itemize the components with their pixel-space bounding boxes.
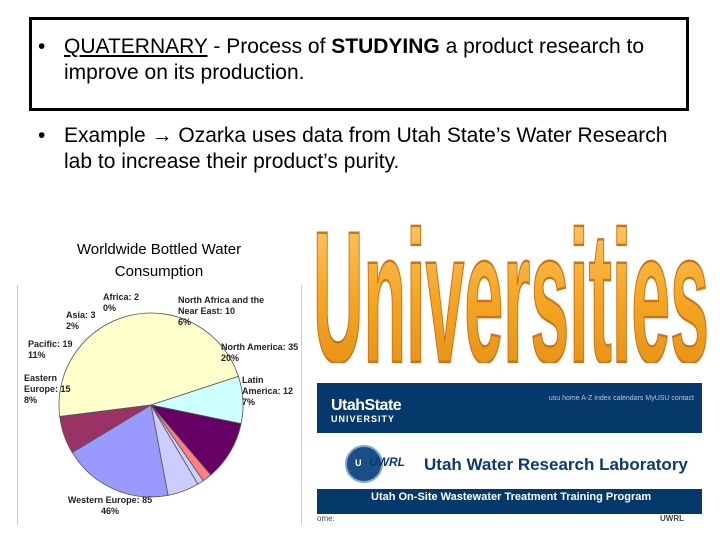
arrow-icon: → [151,124,173,147]
utah-water-lab-website: UtahState UNIVERSITY usu home A-Z index … [317,383,702,525]
program-title[interactable]: Utah On-Site Wastewater Treatment Traini… [371,491,652,503]
bullet-example: • Example → Ozarka uses data from Utah S… [38,123,698,175]
pie-data-label: North America: 35 20% [221,342,298,363]
bullet-quaternary: • QUATERNARY - Process of STUDYING a pro… [38,34,668,86]
chart-caption: Worldwide Bottled Water Consumption [76,241,242,280]
uwrl-seal-icon: U [345,445,383,483]
pie-data-label: Africa: 2 0% [103,292,139,313]
bullet-marker: • [38,35,46,58]
pie-label-line: North Africa and the [178,295,264,305]
pie-data-label: Western Europe: 85 46% [68,495,152,516]
bullet-text-part: - Process of [207,35,332,58]
pie-label-line: Eastern [24,373,57,383]
pie-label-line: 2% [66,321,79,331]
pie-label-line: Pacific: 19 [28,339,73,349]
site-footer-strip: ome: UWRL [317,514,702,525]
studying-keyword: STUDYING [331,35,440,58]
pie-label-line: Near East: 10 [178,306,235,316]
pie-label-line: 11% [28,350,46,360]
pie-data-label: Pacific: 19 11% [28,339,73,360]
bullet-text: Example → Ozarka uses data from Utah Sta… [64,123,698,175]
pie-label-line: 0% [103,303,116,313]
pie-chart: Western Europe: 85 46% Eastern Europe: 15 8%… [24,292,298,516]
pie-data-label: Latin America: 12 7% [242,375,293,407]
pie-data-label: Eastern Europe: 15 8% [24,373,71,405]
pie-label-line: America: 12 [242,386,293,396]
definition-box [29,17,689,111]
pie-label-line: 46% [101,506,119,516]
bullet-marker: • [38,124,46,147]
pie-label-line: 8% [24,395,37,405]
pie-slice-latin-america [59,404,152,454]
site-nav[interactable]: usu home A-Z index calendars MyUSU conta… [548,395,694,402]
pie-label-line: 20% [221,353,239,363]
pie-label-line: Europe: 15 [24,384,71,394]
universities-word-art: Universities [312,193,710,363]
pie-slice-north-america [71,404,169,498]
word-art-text: Universities [313,193,709,363]
pie-label-line: Latin [242,375,264,385]
bullet-text-part: a product research to improve on its pro… [64,35,645,84]
pie-chart-frame: Western Europe: 85 46% Eastern Europe: 15 8%… [17,285,302,525]
pie-label-line: 7% [242,397,255,407]
utah-state-logo[interactable]: UtahState [331,397,402,414]
pie-label-line: 6% [178,317,191,327]
pie-data-label: North Africa and the Near East: 10 6% [178,295,264,327]
pie-data-label: Asia: 3 2% [66,310,96,331]
uwrl-label: UWRL [369,455,405,469]
home-text: ome: [317,514,335,523]
pie-label-line: North America: 35 [221,342,298,352]
pie-label-line: Western Europe: 85 [68,495,152,505]
utah-state-logo-sub: UNIVERSITY [331,414,396,424]
quaternary-keyword: QUATERNARY [64,35,208,58]
pie-label-line: Asia: 3 [66,310,96,320]
pie-label-line: Africa: 2 [103,292,139,302]
bullet-text-part: Example [64,124,152,147]
lab-name: Utah Water Research Laboratory [424,455,688,474]
seal-letter: U [355,458,362,468]
bullet-text-part: Ozarka uses data from Utah State’s Water… [64,124,668,173]
footer-uwrl: UWRL [660,514,684,523]
bullet-text: QUATERNARY - Process of STUDYING a produ… [64,34,668,86]
